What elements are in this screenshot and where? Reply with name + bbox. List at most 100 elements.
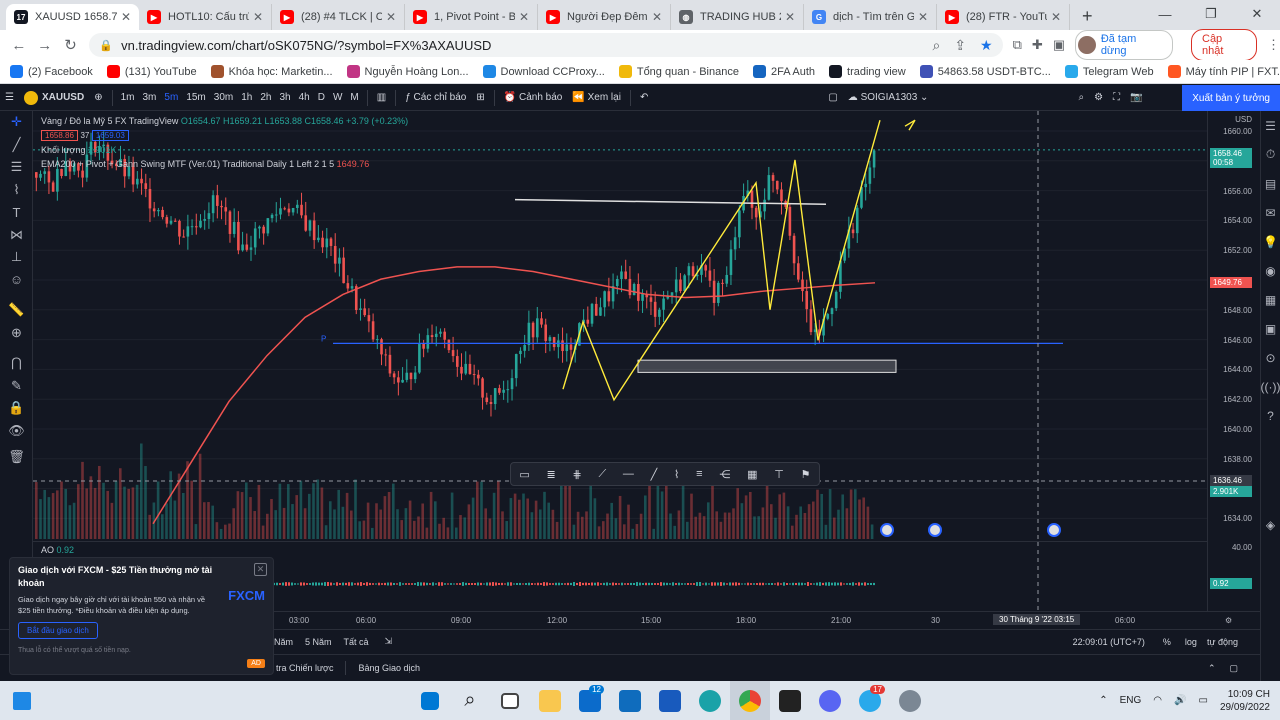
store-icon[interactable]: 12 [570,681,610,720]
timeframe-D[interactable]: D [317,92,325,103]
tab-close-icon[interactable]: ✕ [518,10,529,24]
update-button[interactable]: Cập nhật [1191,29,1257,61]
bookmark-8[interactable]: 54863.58 USDT-BTC... [919,65,1051,78]
templates-icon[interactable]: ⊞ [476,92,485,103]
forward-icon[interactable]: → [37,36,53,54]
mail-icon[interactable] [610,681,650,720]
tab-trading-panel[interactable]: Bảng Giao dịch [358,663,420,673]
tab-close-icon[interactable]: ✕ [385,10,396,24]
measure-icon[interactable]: ⊥ [10,249,23,265]
bookmark-10[interactable]: Máy tính PIP | FXT... [1167,65,1280,78]
back-icon[interactable]: ← [11,36,27,54]
tab-close-icon[interactable]: ✕ [120,10,131,24]
reload-icon[interactable]: ↻ [64,37,77,54]
close-icon[interactable]: ✕ [254,563,267,576]
timeframe-1h[interactable]: 1h [241,92,253,103]
bookmark-3[interactable]: Nguyễn Hoàng Lon... [346,65,469,78]
search-taskbar-icon[interactable]: ⌕ [464,689,476,711]
indicators-button[interactable]: ƒ Các chỉ báo [405,92,467,103]
auto-toggle[interactable]: tự động [1206,636,1238,647]
rect-tool-icon[interactable]: ▭ [519,468,530,481]
bookmark-4[interactable]: Download CCProxy... [482,65,605,78]
bookmark-2[interactable]: Khóa học: Marketin... [210,65,333,78]
lock-all-icon[interactable]: 🔒 [8,400,25,416]
alert-button[interactable]: ⏰ Cảnh báo [503,92,563,103]
puzzle-icon[interactable]: ✚ [1031,37,1043,52]
replay-button[interactable]: ⏪ Xem lại [572,92,621,103]
timeframe-5m[interactable]: 5m [164,92,179,103]
chat-icon[interactable]: ✉ [1265,205,1276,220]
timeframe-3h[interactable]: 3h [279,92,291,103]
hline-tool-icon[interactable]: — [622,468,634,480]
tv-menu-icon[interactable]: ☰ [5,92,14,103]
explorer-icon[interactable] [530,681,570,720]
range-button[interactable]: Tất cả [343,636,369,647]
share-icon[interactable]: ⇪ [954,36,967,53]
tab-2[interactable]: ▶ (28) #4 TLCK | CẤ✕ [272,4,405,30]
range-button[interactable]: 5 Năm [305,636,332,647]
pitch-tool-icon[interactable]: ≡ [696,468,703,480]
bell-icon[interactable]: ⊙ [1265,350,1276,365]
chevron-up-icon[interactable]: ⌃ [1099,695,1108,706]
bookmark-9[interactable]: Telegram Web [1064,65,1154,78]
zoom-in-icon[interactable]: ⊕ [11,324,22,340]
line-tool-icon[interactable]: ╱ [650,468,658,481]
bookmark-5[interactable]: Tổng quan - Binance [618,65,739,78]
bookmark-1[interactable]: (131) YouTube [106,65,197,78]
timeframe-30m[interactable]: 30m [213,92,234,103]
widgets-icon[interactable] [2,681,42,720]
chrome-icon[interactable] [730,681,770,720]
omnibox[interactable]: 🔒 vn.tradingview.com/chart/oSK075NG/?sym… [89,33,1003,57]
stream-icon[interactable]: ◉ [1265,263,1276,278]
timeframe-2h[interactable]: 2h [260,92,272,103]
timeframe-W[interactable]: W [332,92,343,103]
volume-icon[interactable]: 🔊 [1174,695,1187,706]
tab-1[interactable]: ▶ HOTL10: Cấu trúc ✕ [139,4,272,30]
layers-icon[interactable]: ◈ [1265,517,1276,532]
trendline-icon[interactable]: ╱ [12,136,21,152]
profile-paused-button[interactable]: Đã tạm dừng [1075,30,1173,60]
channel-tool-icon[interactable]: ⋕ [572,468,582,481]
fib-icon[interactable]: ☰ [10,159,23,175]
timeframe-4h[interactable]: 4h [298,92,310,103]
compare-icon[interactable]: ⊕ [94,92,103,103]
bookmark-7[interactable]: trading view [829,65,906,78]
symbol-search[interactable]: XAUUSD [19,90,89,105]
battery-icon[interactable]: ▭ [1198,695,1208,706]
camera-icon[interactable]: 📷 [1130,92,1143,103]
percent-toggle[interactable]: % [1162,636,1171,647]
time-axis[interactable]: 03:00 06:00 09:00 12:00 15:00 18:00 21:00 30 06:… [33,611,1260,629]
layout-name[interactable]: ☁ SOIGIA1303 ⌄ [847,92,929,103]
price-axis[interactable]: USD1660.001658.001656.001654.001652.0016… [1207,111,1260,611]
maximize-icon[interactable]: ❐ [1205,6,1217,21]
telegram-icon[interactable]: 17 [850,681,890,720]
measure-tool-icon[interactable]: ⊤ [774,468,784,481]
settings-icon[interactable]: ⚙ [1094,92,1104,103]
path-tool-icon[interactable]: ⌇ [674,468,680,481]
tab-3[interactable]: ▶ 1, Pivot Point - Ba ✕ [405,4,538,30]
grid-tool-icon[interactable]: ▦ [747,468,758,481]
help-icon[interactable]: ? [1267,408,1274,423]
range-button[interactable]: Năm [274,636,294,647]
emoji-icon[interactable]: ☺ [9,272,24,288]
close-window-icon[interactable]: ✕ [1251,6,1263,21]
tab-0[interactable]: 17 XAUUSD 1658.71 ✕ [6,4,139,30]
trash-icon[interactable]: 🗑 [8,449,25,465]
candle-type-icon[interactable]: ▥ [376,92,387,103]
wifi-icon[interactable]: ◠ [1153,695,1163,706]
zoom-icon[interactable]: ⌕ [932,36,941,53]
layout-icon[interactable]: ▢ [828,92,838,103]
undo-icon[interactable]: ↶ [639,92,649,103]
idea-icon[interactable]: 💡 [1263,234,1278,249]
ruler-icon[interactable]: 📏 [8,302,25,318]
price-chart[interactable]: P [33,111,1207,539]
timeframe-M[interactable]: M [350,92,359,103]
timeframe-15m[interactable]: 15m [186,92,206,103]
broadcast-icon[interactable]: ((·)) [1260,379,1280,394]
axis-settings-icon[interactable]: ⚙ [1225,616,1233,625]
crosshair-icon[interactable]: ✛ [11,114,22,130]
clock-icon[interactable]: ⏱ [1265,147,1276,161]
tab-strategy-tester[interactable]: tra Chiến lược [276,663,334,673]
ray-tool-icon[interactable]: ⟋ [598,467,607,480]
